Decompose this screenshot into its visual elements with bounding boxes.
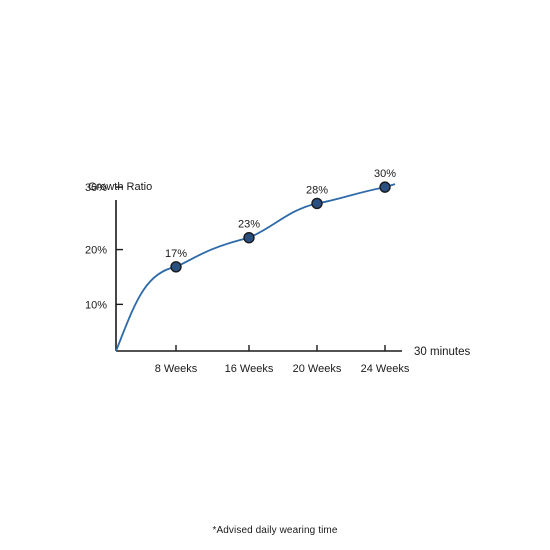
series-line bbox=[115, 183, 396, 352]
x-tick-label: 16 Weeks bbox=[225, 363, 274, 375]
y-axis-title: Growth Ratio bbox=[88, 181, 152, 193]
y-tick-label: 30% bbox=[85, 182, 107, 194]
label-layer: Growth Ratio 30 minutes 10% 20% 30% 8 Weeks 16… bbox=[85, 168, 471, 375]
series-line-layer bbox=[115, 183, 396, 352]
data-point bbox=[243, 232, 255, 244]
y-tick-label: 10% bbox=[85, 299, 107, 311]
y-tick-label: 20% bbox=[85, 245, 107, 257]
data-point bbox=[311, 197, 323, 210]
axes bbox=[115, 186, 402, 352]
x-tick-label: 8 Weeks bbox=[155, 363, 198, 375]
x-tick-label: 20 Weeks bbox=[293, 363, 342, 375]
data-label: 30% bbox=[374, 168, 396, 180]
data-point bbox=[379, 181, 391, 193]
data-label: 28% bbox=[306, 184, 328, 196]
data-point-layer bbox=[170, 181, 391, 273]
data-label: 17% bbox=[165, 248, 187, 260]
footnote: *Advised daily wearing time bbox=[212, 525, 338, 536]
x-tick-label: 24 Weeks bbox=[361, 363, 410, 375]
x-axis-title: 30 minutes bbox=[414, 346, 471, 358]
data-label: 23% bbox=[238, 219, 260, 231]
data-point bbox=[170, 261, 182, 273]
